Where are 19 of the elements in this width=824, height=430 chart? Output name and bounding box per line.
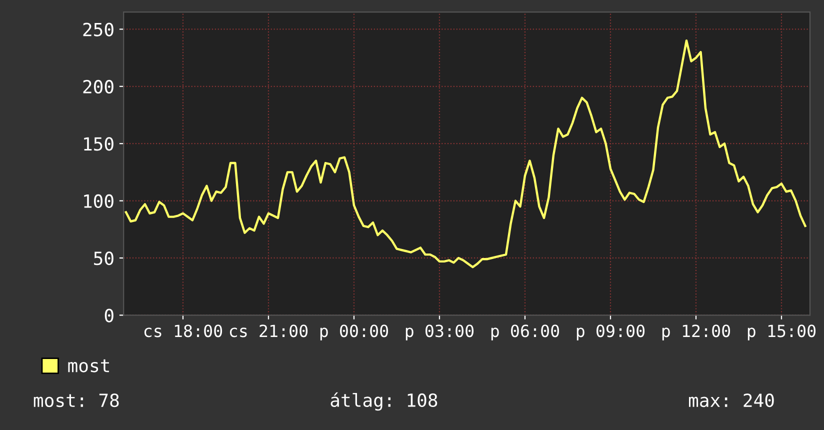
x-tick-label: p 03:00	[406, 324, 474, 340]
x-tick-label: p 15:00	[748, 324, 816, 340]
y-tick-label: 50	[94, 252, 114, 266]
x-tick-label: p 06:00	[491, 324, 560, 340]
x-tick-label: cs 18:00	[144, 324, 222, 338]
x-tick-label: p 09:00	[576, 324, 645, 340]
text: max: 240	[689, 393, 774, 408]
y-tick-label: 250	[83, 22, 114, 36]
y-tick-label: 100	[84, 194, 114, 208]
x-tick-label: p 12:00	[662, 324, 730, 340]
text: most: 78	[34, 393, 119, 408]
legend-label: most	[68, 359, 109, 372]
x-tick-label: p 00:00	[320, 324, 388, 340]
y-tick-label: 200	[83, 80, 114, 94]
x-tick-label: cs 21:00	[230, 324, 308, 338]
y-tick-label: 0	[104, 308, 114, 322]
y-tick-label: 150	[84, 137, 114, 151]
line-series	[124, 40, 806, 268]
text: átlag: 108	[330, 392, 438, 411]
